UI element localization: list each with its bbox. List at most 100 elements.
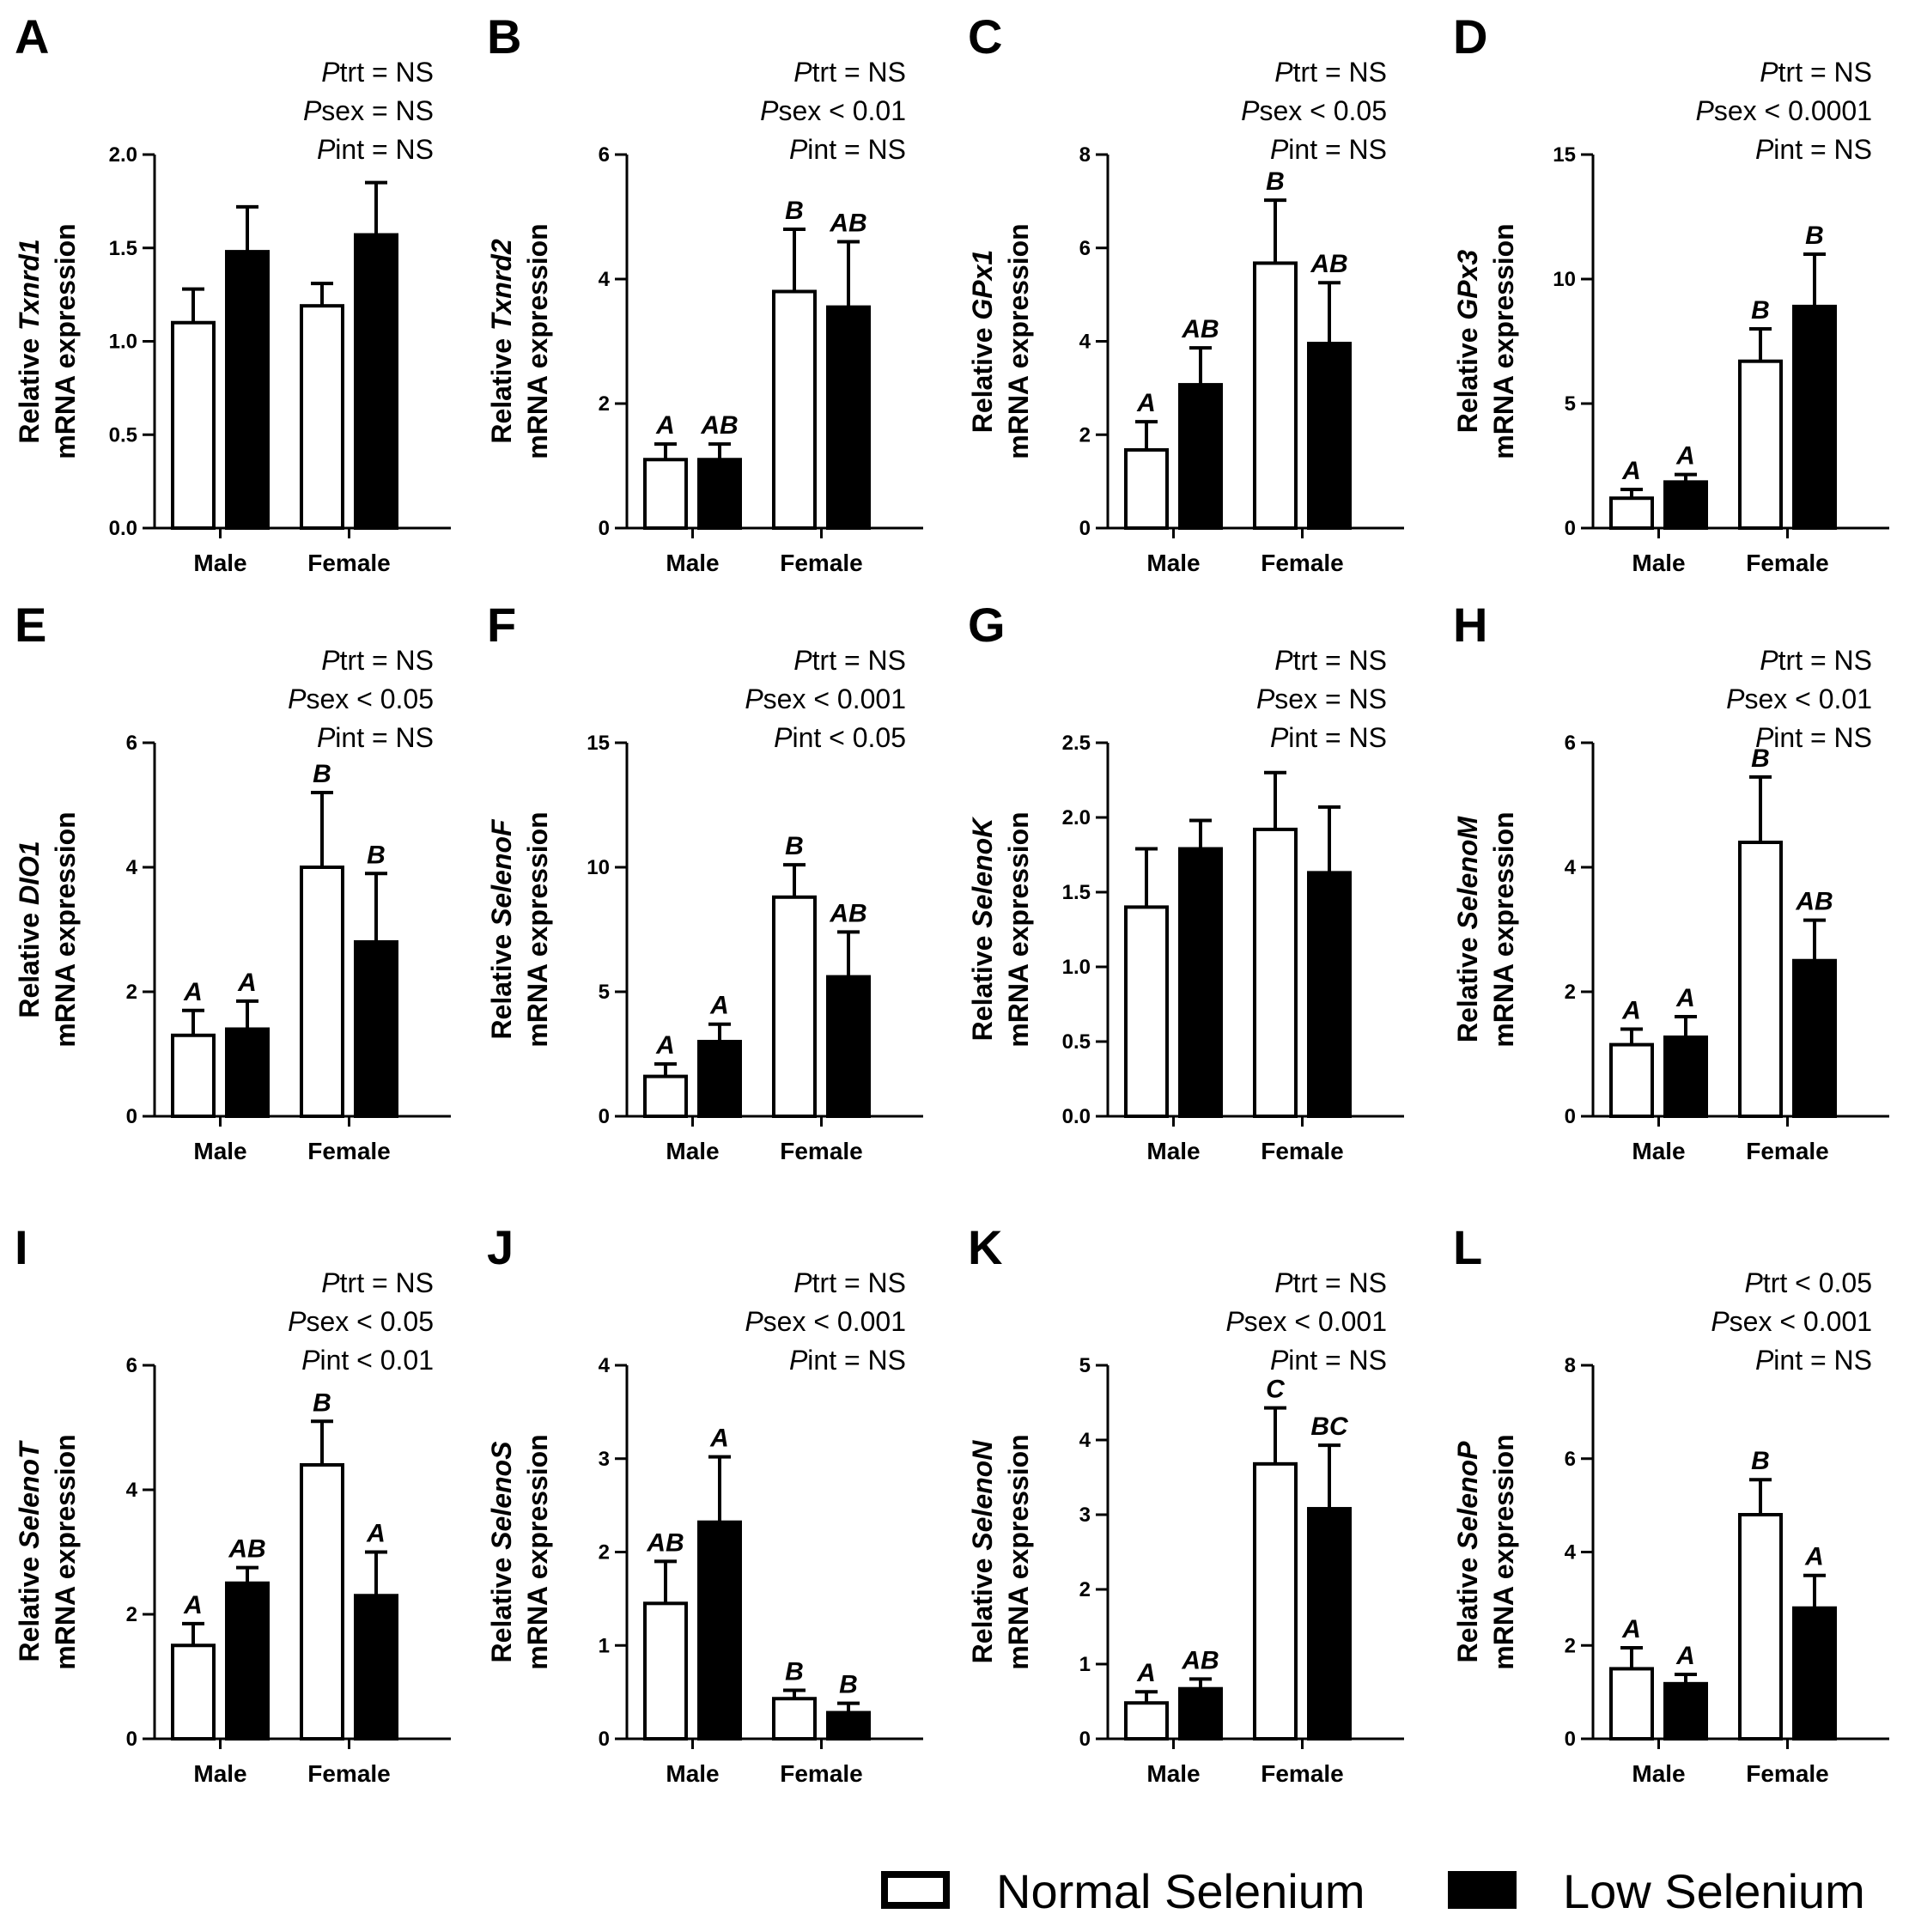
- bar: [1253, 827, 1298, 1118]
- significance-letter: A: [655, 411, 675, 440]
- significance-letter: B: [1805, 222, 1824, 250]
- y-axis-label-line2: mRNA expression: [50, 811, 81, 1047]
- category-label: Male: [666, 550, 719, 576]
- bar: [1178, 1686, 1223, 1741]
- y-tick-label: 2: [599, 392, 610, 416]
- stat-line: Pint = NS: [789, 134, 906, 165]
- significance-letter: B: [785, 1657, 804, 1686]
- stat-value: int = NS: [335, 134, 434, 165]
- y-tick-label: 2: [126, 1603, 137, 1626]
- bar: [697, 458, 742, 530]
- y-axis-label: Relative SelenoM: [1452, 816, 1483, 1043]
- y-axis-label: Relative GPx3: [1452, 250, 1483, 434]
- y-tick-label: 0.0: [1062, 1105, 1091, 1128]
- panel-letter: J: [487, 1220, 514, 1274]
- stat-p-symbol: P: [1696, 95, 1715, 126]
- stat-value: trt = NS: [340, 1267, 434, 1298]
- significance-letter: AB: [1181, 1646, 1219, 1674]
- significance-letter: B: [1751, 744, 1770, 773]
- y-axis-label-line2: mRNA expression: [1003, 1434, 1034, 1669]
- bar: [1124, 447, 1169, 530]
- y-tick-label: 3: [1079, 1504, 1091, 1527]
- bar: [826, 975, 871, 1118]
- stat-p-symbol: P: [288, 683, 307, 714]
- ylabel-prefix: Relative: [967, 320, 998, 434]
- y-tick-label: 6: [1565, 1448, 1576, 1471]
- stat-value: sex < 0.001: [1730, 1306, 1872, 1337]
- stat-p-symbol: P: [1274, 57, 1293, 88]
- y-tick-label: 10: [587, 856, 610, 879]
- category-label: Female: [780, 1760, 863, 1787]
- y-tick-label: 15: [1553, 143, 1576, 167]
- stat-line: Ptrt = NS: [793, 645, 906, 676]
- significance-letter: A: [1621, 1615, 1641, 1643]
- stat-value: trt = NS: [812, 645, 906, 676]
- y-tick-label: 1.5: [1062, 881, 1091, 904]
- y-axis-label: Relative SelenoN: [967, 1440, 998, 1664]
- significance-letter: A: [1675, 1642, 1695, 1670]
- significance-letter: AB: [646, 1528, 684, 1557]
- y-axis-label-line2: mRNA expression: [522, 811, 553, 1047]
- bar: [171, 320, 216, 530]
- category-label: Female: [307, 550, 391, 576]
- ylabel-prefix: Relative: [967, 1551, 998, 1664]
- ylabel-prefix: Relative: [14, 1549, 45, 1662]
- y-tick-label: 4: [126, 856, 138, 879]
- stat-line: Psex < 0.001: [1711, 1306, 1872, 1337]
- y-tick-label: 0: [1079, 517, 1091, 540]
- bar: [1738, 1513, 1783, 1741]
- stat-value: trt = NS: [1293, 1267, 1387, 1298]
- bar: [1307, 342, 1352, 531]
- significance-letter: A: [1621, 997, 1641, 1025]
- ylabel-gene: DIO1: [14, 841, 45, 905]
- stat-line: Psex < 0.0001: [1696, 95, 1872, 126]
- stat-p-symbol: P: [1274, 1267, 1293, 1298]
- stat-p-symbol: P: [1270, 722, 1289, 753]
- legend-swatch: [881, 1871, 950, 1909]
- panel-letter: B: [487, 9, 521, 64]
- y-tick-label: 8: [1079, 143, 1091, 167]
- category-label: Male: [1146, 1760, 1200, 1787]
- category-label: Male: [1632, 1760, 1685, 1787]
- bar: [1609, 1667, 1654, 1741]
- bar: [171, 1033, 216, 1118]
- bar: [1178, 847, 1223, 1118]
- bar: [1124, 905, 1169, 1119]
- panel-letter: I: [15, 1220, 28, 1274]
- stat-value: trt = NS: [340, 57, 434, 88]
- panel-letter: K: [968, 1220, 1002, 1274]
- category-label: Male: [666, 1138, 719, 1164]
- y-tick-label: 4: [1565, 856, 1577, 879]
- significance-letter: A: [655, 1031, 675, 1060]
- y-axis-label: Relative Txnrd1: [14, 239, 45, 443]
- y-axis-label: Relative SelenoP: [1452, 1441, 1483, 1663]
- stat-value: sex < 0.05: [306, 1306, 434, 1337]
- legend-label: Normal Selenium: [996, 1864, 1365, 1918]
- stat-line: Pint = NS: [1270, 134, 1387, 165]
- y-tick-label: 1: [599, 1634, 610, 1657]
- y-axis-label: Relative SelenoS: [486, 1441, 517, 1663]
- stat-p-symbol: P: [745, 683, 763, 714]
- bar: [643, 1601, 688, 1741]
- y-tick-label: 6: [126, 732, 137, 755]
- stat-p-symbol: P: [774, 722, 793, 753]
- stat-p-symbol: P: [793, 57, 812, 88]
- ylabel-prefix: Relative: [1452, 1550, 1483, 1663]
- significance-letter: B: [1751, 1447, 1770, 1475]
- bar: [354, 233, 398, 530]
- significance-letter: AB: [228, 1535, 265, 1564]
- stat-line: Pint = NS: [317, 134, 434, 165]
- stat-line: Psex < 0.05: [288, 1306, 434, 1337]
- significance-letter: C: [1266, 1376, 1286, 1404]
- ylabel-prefix: Relative: [1452, 929, 1483, 1042]
- y-tick-label: 0: [599, 1728, 610, 1751]
- y-tick-label: 15: [587, 732, 610, 755]
- y-axis-label-line2: mRNA expression: [522, 223, 553, 459]
- stat-line: Pint = NS: [1270, 1345, 1387, 1376]
- category-label: Female: [1746, 1760, 1829, 1787]
- y-tick-label: 4: [599, 268, 611, 291]
- panel-letter: D: [1453, 9, 1487, 64]
- stat-line: Psex = NS: [1256, 683, 1387, 714]
